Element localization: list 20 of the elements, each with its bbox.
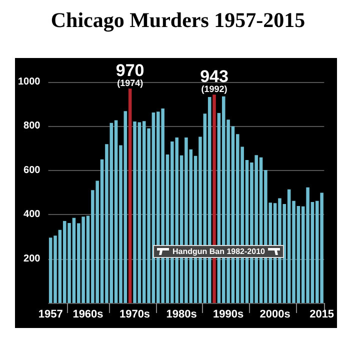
bar <box>128 88 132 303</box>
x-tick-label: 1970s <box>119 308 150 320</box>
x-tick-label: 2000s <box>260 308 290 320</box>
data-label: 970 <box>116 61 144 80</box>
y-tick-label: 600 <box>24 164 41 176</box>
x-tick-label: 1980s <box>166 308 197 320</box>
y-tick-label: 800 <box>24 120 41 132</box>
x-tick-label: 1960s <box>72 308 104 320</box>
banner: Handgun Ban 1982-2010 <box>153 244 284 258</box>
x-tick-label: 1990s <box>212 308 244 320</box>
y-tick-label: 1000 <box>18 76 41 88</box>
annotation: (1974) <box>117 78 144 88</box>
annotation: (1992) <box>201 84 228 94</box>
y-tick-label: 200 <box>24 253 41 264</box>
y-tick-label: 400 <box>24 209 41 220</box>
annotation: Handgun Ban 1982-2010 <box>172 246 265 256</box>
chart-title: Chicago Murders 1957-2015 <box>50 8 306 33</box>
x-tick-label: 2015 <box>310 308 334 320</box>
x-tick-label: 1957 <box>38 308 63 320</box>
data-label: 943 <box>200 67 228 86</box>
